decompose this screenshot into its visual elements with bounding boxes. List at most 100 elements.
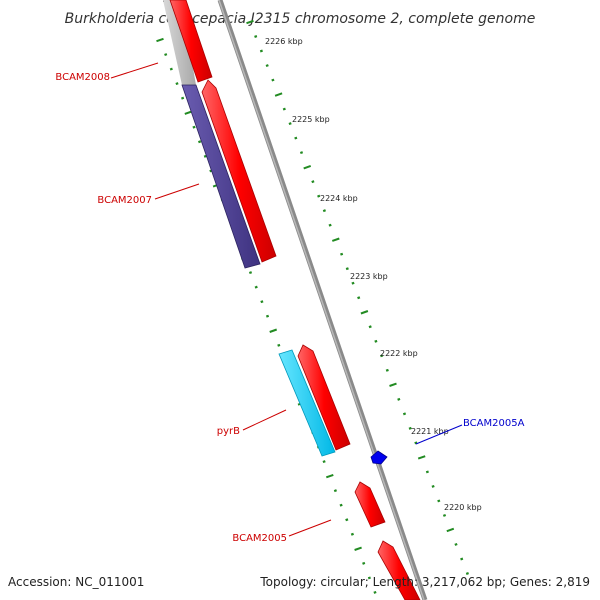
minor-tick	[322, 460, 326, 464]
minor-tick	[192, 125, 196, 129]
minor-tick	[345, 267, 349, 271]
minor-tick	[345, 518, 349, 522]
gene-arrow-bcam2007[interactable]	[201, 79, 277, 263]
major-tick	[274, 92, 283, 97]
minor-tick	[465, 572, 469, 575]
minor-tick	[328, 223, 332, 227]
gene-arrow-bcam2005[interactable]	[354, 481, 386, 528]
cog-segment-gray	[163, 0, 196, 85]
minor-tick	[288, 122, 292, 126]
minor-tick	[351, 281, 355, 285]
minor-tick	[265, 314, 270, 318]
leader-line	[415, 424, 463, 445]
map-title: Burkholderia cenocepacia J2315 chromosom…	[65, 11, 536, 27]
minor-tick	[282, 107, 286, 111]
minor-tick	[322, 209, 326, 213]
major-tick	[354, 546, 362, 551]
minor-tick	[373, 590, 377, 594]
leader-line	[110, 62, 159, 79]
major-tick	[303, 164, 312, 170]
major-tick	[269, 328, 278, 333]
genome-summary-text: Topology: circular; Length: 3,217,062 bp…	[259, 575, 590, 589]
minor-tick	[442, 513, 447, 517]
minor-tick	[169, 67, 173, 71]
inner-tick-ring	[156, 37, 377, 594]
minor-tick	[311, 180, 315, 184]
minor-tick	[460, 557, 464, 561]
major-tick	[184, 110, 193, 115]
gene-arrow-next[interactable]	[377, 540, 421, 600]
major-tick	[246, 19, 254, 25]
outer-tick-ring	[246, 19, 469, 575]
minor-tick	[294, 136, 298, 140]
minor-tick	[385, 368, 389, 372]
gene-labels: BCAM2008 BCAM2007 pyrB BCAM2005A BCAM200…	[55, 62, 525, 544]
cog-segment-cyan	[278, 349, 336, 457]
minor-tick	[175, 82, 179, 86]
scale-label: 2225 kbp	[292, 115, 330, 124]
minor-tick	[408, 426, 412, 430]
minor-tick	[414, 441, 418, 445]
scale-label: 2223 kbp	[350, 272, 388, 281]
scale-label: 2220 kbp	[444, 503, 482, 512]
minor-tick	[431, 484, 435, 488]
gene-label-bcam2005[interactable]: BCAM2005	[232, 533, 287, 544]
minor-tick	[374, 339, 378, 343]
major-tick	[389, 382, 397, 387]
major-tick	[417, 455, 426, 460]
gene-label-bcam2007[interactable]: BCAM2007	[97, 195, 152, 206]
scale-label: 2222 kbp	[380, 349, 418, 358]
minor-tick	[181, 96, 185, 100]
major-tick	[156, 37, 164, 43]
minor-tick	[248, 271, 253, 275]
minor-tick	[277, 343, 281, 347]
minor-tick	[357, 296, 361, 300]
minor-tick	[362, 561, 366, 565]
leader-line	[154, 183, 200, 200]
scale-label: 2226 kbp	[265, 37, 303, 46]
major-tick	[446, 527, 455, 533]
minor-tick	[368, 325, 372, 329]
cog-track	[163, 0, 336, 457]
minor-tick	[299, 151, 304, 155]
scale-label: 2224 kbp	[320, 194, 358, 203]
minor-tick	[198, 140, 202, 144]
gene-label-pyrB[interactable]: pyrB	[217, 426, 240, 437]
gene-label-bcam2005a[interactable]: BCAM2005A	[463, 418, 525, 429]
minor-tick	[454, 542, 458, 546]
minor-tick	[254, 35, 258, 38]
minor-tick	[402, 412, 407, 416]
gene-label-bcam2008[interactable]: BCAM2008	[55, 72, 110, 83]
scale-labels: 2226 kbp 2225 kbp 2224 kbp 2223 kbp 2222…	[265, 37, 482, 512]
cog-segment-blue	[181, 84, 261, 269]
minor-tick	[265, 64, 269, 68]
cds-track	[169, 0, 421, 600]
minor-tick	[437, 499, 441, 503]
gene-arrow-bcam2008[interactable]	[169, 0, 213, 83]
gene-arrow-bcam2005a[interactable]	[370, 450, 388, 465]
major-tick	[360, 310, 369, 315]
minor-tick	[254, 285, 258, 289]
major-tick	[325, 473, 334, 479]
minor-tick	[317, 194, 321, 198]
accession-text: Accession: NC_011001	[8, 575, 144, 589]
gene-arrow-pyrB[interactable]	[297, 344, 351, 451]
leader-line	[288, 519, 332, 537]
minor-tick	[260, 300, 264, 304]
minor-tick	[380, 354, 384, 358]
minor-tick	[367, 576, 371, 580]
minor-tick	[339, 503, 343, 507]
minor-tick	[425, 470, 429, 474]
backbone	[163, 0, 428, 600]
minor-tick	[271, 78, 275, 82]
minor-tick	[333, 489, 337, 493]
minor-tick	[397, 397, 401, 401]
minor-tick	[340, 252, 344, 256]
minor-tick	[259, 49, 263, 53]
scale-label: 2221 kbp	[411, 427, 449, 436]
leader-line	[242, 409, 287, 431]
major-tick	[331, 237, 340, 242]
minor-tick	[350, 532, 354, 536]
minor-tick	[164, 53, 168, 57]
